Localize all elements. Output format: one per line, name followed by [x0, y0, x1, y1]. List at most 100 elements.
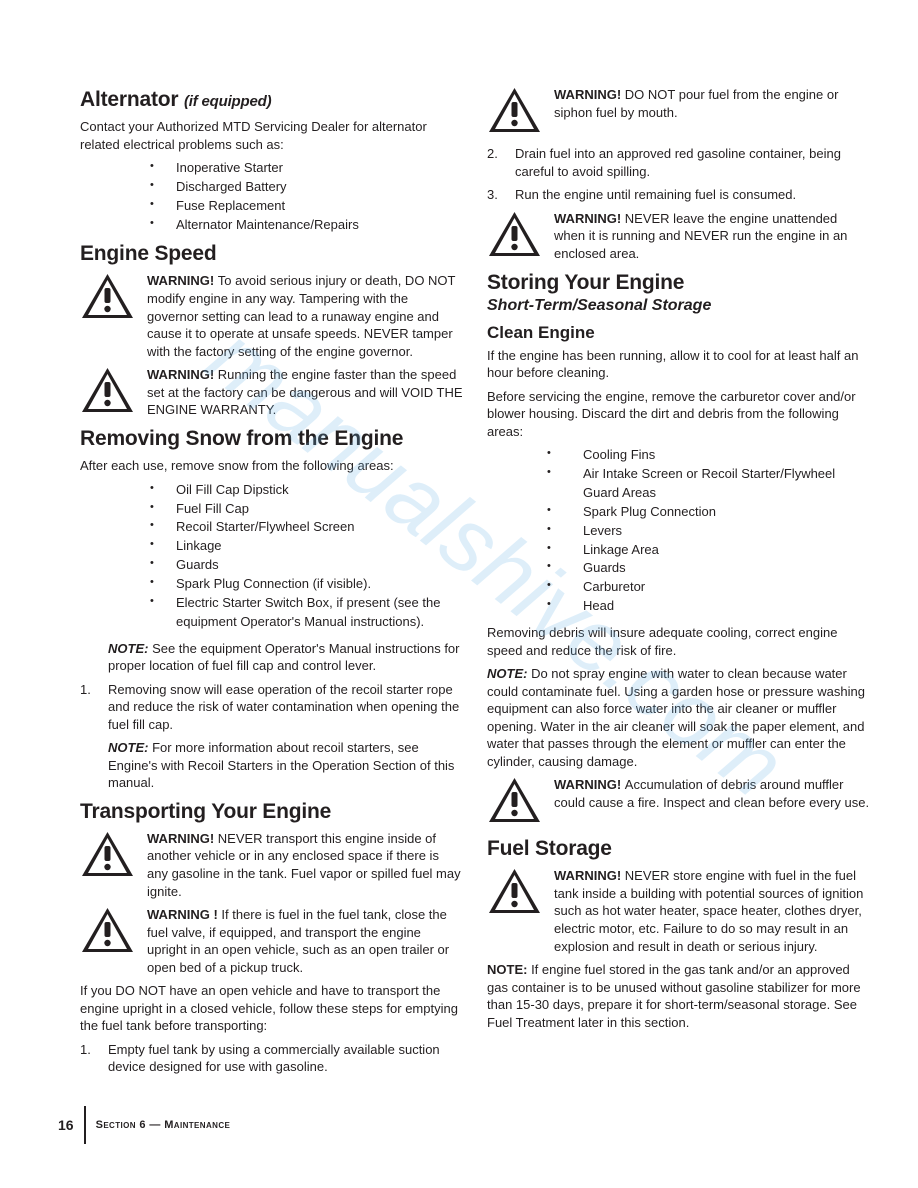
- step-body: Drain fuel into an approved red gasoline…: [515, 146, 841, 179]
- warning-text: WARNING! NEVER leave the engine unattend…: [554, 210, 870, 263]
- list-item: Recoil Starter/Flywheel Screen: [80, 518, 463, 537]
- heading-paren: (if equipped): [184, 93, 271, 110]
- heading-text: Alternator: [80, 88, 184, 111]
- step-number: 1.: [80, 1041, 91, 1059]
- warning-icon: [80, 272, 135, 325]
- heading-fuel-storage: Fuel Storage: [487, 837, 870, 861]
- snow-note1: NOTE: See the equipment Operator's Manua…: [108, 640, 463, 675]
- list-item: Carburetor: [487, 578, 870, 597]
- columns: Alternator (if equipped) Contact your Au…: [80, 80, 870, 1082]
- fuel-note: NOTE: If engine fuel stored in the gas t…: [487, 961, 870, 1031]
- heading-removing-snow: Removing Snow from the Engine: [80, 427, 463, 451]
- footer-section: Section 6 — Maintenance: [96, 1119, 231, 1131]
- list-item: Spark Plug Connection (if visible).: [80, 575, 463, 594]
- warning-icon: [487, 867, 542, 920]
- note-label: NOTE:: [108, 641, 152, 656]
- warning-label: WARNING!: [147, 273, 218, 288]
- list-item: 1. Empty fuel tank by using a commerciall…: [80, 1041, 463, 1076]
- list-item: Cooling Fins: [487, 446, 870, 465]
- list-item: Discharged Battery: [80, 178, 463, 197]
- warning-text: WARNING! Accumulation of debris around m…: [554, 776, 870, 811]
- step-number: 1.: [80, 681, 91, 699]
- warning-label: WARNING!: [554, 868, 625, 883]
- warning-block: WARNING ! If there is fuel in the fuel t…: [80, 906, 463, 976]
- warning-label: WARNING!: [554, 777, 625, 792]
- warning-label: WARNING !: [147, 907, 218, 922]
- footer-divider: [84, 1106, 86, 1144]
- list-item: Head: [487, 597, 870, 616]
- clean-p2: Before servicing the engine, remove the …: [487, 388, 870, 441]
- warning-text: WARNING! DO NOT pour fuel from the engin…: [554, 86, 870, 121]
- step-body: Removing snow will ease operation of the…: [108, 682, 459, 732]
- transport-para: If you DO NOT have an open vehicle and h…: [80, 982, 463, 1035]
- warning-text: WARNING! Running the engine faster than …: [147, 366, 463, 419]
- alternator-intro: Contact your Authorized MTD Servicing De…: [80, 118, 463, 153]
- list-item: Linkage Area: [487, 541, 870, 560]
- warning-block: WARNING! DO NOT pour fuel from the engin…: [487, 86, 870, 139]
- warning-label: WARNING!: [147, 367, 218, 382]
- snow-steps: 1. Removing snow will ease operation of t…: [80, 681, 463, 734]
- note-body: Do not spray engine with water to clean …: [487, 666, 865, 769]
- note-body: See the equipment Operator's Manual inst…: [108, 641, 460, 674]
- page-number: 16: [58, 1117, 74, 1133]
- clean-p3: Removing debris will insure adequate coo…: [487, 624, 870, 659]
- list-item: Guards: [80, 556, 463, 575]
- note-label: NOTE:: [108, 740, 152, 755]
- warning-text: WARNING! NEVER transport this engine ins…: [147, 830, 463, 900]
- heading-transporting: Transporting Your Engine: [80, 800, 463, 824]
- page-footer: 16 Section 6 — Maintenance: [58, 1106, 230, 1144]
- list-item: Fuse Replacement: [80, 197, 463, 216]
- warning-icon: [487, 776, 542, 829]
- step-number: 2.: [487, 145, 498, 163]
- step-body: Run the engine until remaining fuel is c…: [515, 187, 796, 202]
- clean-p1: If the engine has been running, allow it…: [487, 347, 870, 382]
- warning-label: WARNING!: [554, 211, 625, 226]
- heading-storing: Storing Your Engine: [487, 271, 870, 295]
- alternator-list: Inoperative Starter Discharged Battery F…: [80, 159, 463, 234]
- note-body: If engine fuel stored in the gas tank an…: [487, 962, 861, 1030]
- list-item: Electric Starter Switch Box, if present …: [80, 594, 463, 632]
- left-column: Alternator (if equipped) Contact your Au…: [80, 80, 463, 1082]
- heading-clean-engine: Clean Engine: [487, 323, 870, 343]
- snow-list: Oil Fill Cap Dipstick Fuel Fill Cap Reco…: [80, 481, 463, 632]
- step-body: Empty fuel tank by using a commercially …: [108, 1042, 440, 1075]
- warning-icon: [80, 366, 135, 419]
- list-item: Guards: [487, 559, 870, 578]
- snow-note2: NOTE: For more information about recoil …: [108, 739, 463, 792]
- manual-page: manualshive.com Alternator (if equipped)…: [0, 0, 918, 1188]
- transport-steps: 1. Empty fuel tank by using a commerciall…: [80, 1041, 463, 1076]
- list-item: Spark Plug Connection: [487, 503, 870, 522]
- heading-alternator: Alternator (if equipped): [80, 88, 463, 112]
- warning-label: WARNING!: [554, 87, 625, 102]
- warning-label: WARNING!: [147, 831, 218, 846]
- warning-text: WARNING ! If there is fuel in the fuel t…: [147, 906, 463, 976]
- warning-block: WARNING! Accumulation of debris around m…: [487, 776, 870, 829]
- clean-list: Cooling Fins Air Intake Screen or Recoil…: [487, 446, 870, 616]
- subheading-storage: Short-Term/Seasonal Storage: [487, 297, 870, 315]
- clean-note: NOTE: Do not spray engine with water to …: [487, 665, 870, 770]
- warning-block: WARNING! NEVER transport this engine ins…: [80, 830, 463, 900]
- warning-text: WARNING! To avoid serious injury or deat…: [147, 272, 463, 360]
- list-item: Oil Fill Cap Dipstick: [80, 481, 463, 500]
- warning-icon: [487, 86, 542, 139]
- list-item: Inoperative Starter: [80, 159, 463, 178]
- list-item: Air Intake Screen or Recoil Starter/Flyw…: [487, 465, 870, 503]
- right-column: WARNING! DO NOT pour fuel from the engin…: [487, 80, 870, 1082]
- list-item: Fuel Fill Cap: [80, 500, 463, 519]
- list-item: 2. Drain fuel into an approved red gasoli…: [487, 145, 870, 180]
- note-label: NOTE:: [487, 666, 531, 681]
- note-body: For more information about recoil starte…: [108, 740, 454, 790]
- list-item: Levers: [487, 522, 870, 541]
- warning-icon: [80, 906, 135, 959]
- warning-block: WARNING! Running the engine faster than …: [80, 366, 463, 419]
- warning-block: WARNING! To avoid serious injury or deat…: [80, 272, 463, 360]
- warning-icon: [487, 210, 542, 263]
- list-item: Linkage: [80, 537, 463, 556]
- warning-text: WARNING! NEVER store engine with fuel in…: [554, 867, 870, 955]
- list-item: 3. Run the engine until remaining fuel is…: [487, 186, 870, 204]
- step-number: 3.: [487, 186, 498, 204]
- list-item: Alternator Maintenance/Repairs: [80, 216, 463, 235]
- warning-block: WARNING! NEVER store engine with fuel in…: [487, 867, 870, 955]
- heading-engine-speed: Engine Speed: [80, 242, 463, 266]
- warning-block: WARNING! NEVER leave the engine unattend…: [487, 210, 870, 263]
